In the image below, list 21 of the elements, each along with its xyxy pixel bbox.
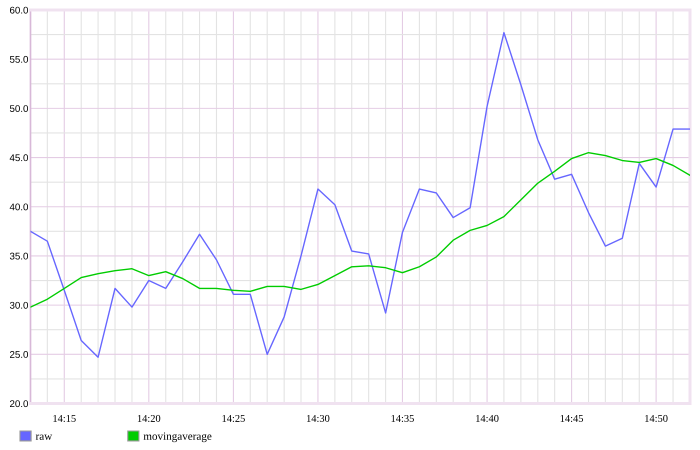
x-tick-label: 14:50 <box>645 414 668 422</box>
y-tick-label: 25.0 <box>10 351 28 358</box>
x-tick-label: 14:20 <box>138 414 160 422</box>
line-series <box>30 32 690 358</box>
y-tick-label: 55.0 <box>10 56 28 63</box>
legend-label: movingaverage <box>144 432 212 442</box>
legend-label: raw <box>36 434 52 440</box>
x-tick-label: 14:45 <box>560 414 584 422</box>
y-tick-label: 20.0 <box>10 400 28 408</box>
y-tick-label: 60.0 <box>10 6 28 14</box>
line-series <box>30 152 690 308</box>
x-tick-label: 14:30 <box>306 414 330 422</box>
x-tick-label: 14:35 <box>392 414 414 422</box>
y-tick-label: 45.0 <box>10 154 28 162</box>
x-tick-label: 14:40 <box>476 414 499 422</box>
x-tick-label: 14:15 <box>53 414 76 422</box>
y-tick-label: 30.0 <box>10 302 28 309</box>
x-tick-label: 14:25 <box>222 414 245 422</box>
y-tick-label: 50.0 <box>10 105 28 112</box>
y-tick-label: 40.0 <box>10 203 28 210</box>
y-tick-label: 35.0 <box>10 252 28 260</box>
